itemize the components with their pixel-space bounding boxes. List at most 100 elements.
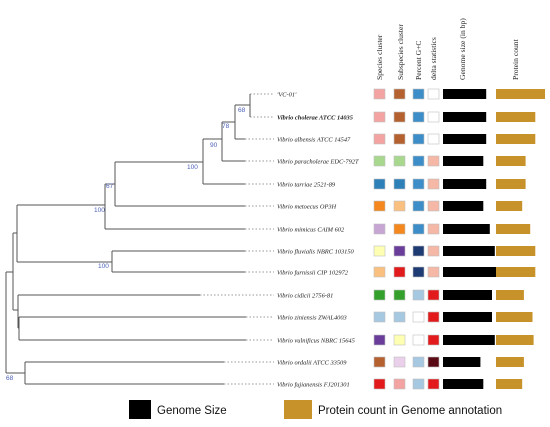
genome-size-bar [443,112,487,122]
subspecies-cell [393,378,406,390]
gc-cell [412,266,425,278]
protein-count-bar [496,267,536,277]
gc-cell [412,289,425,301]
gc-cell [412,223,425,235]
protein-count-bar [496,179,526,189]
gc-cell [412,111,425,123]
bootstrap-values: 68 78 90 100 67 100 100 68 [6,107,246,382]
tree-branches [5,93,274,385]
protein-count-bar [496,156,526,166]
taxa-labels: 'VC-01' Vibrio cholerae ATCC 14035 Vibrio … [277,91,359,388]
species-cell [373,200,386,212]
species-cell [373,356,386,368]
subspecies-cell [393,88,406,100]
delta-cell [427,133,440,145]
species-cell [373,223,386,235]
delta-cell [427,266,440,278]
protein-count-bar [496,224,531,234]
protein-count-bar [496,312,533,322]
subspecies-cell [393,178,406,190]
header-genome-size: Genome size (in bp) [458,18,467,80]
delta-cell [427,200,440,212]
taxon-label: Vibrio tarriae 2521-89 [277,181,336,188]
species-cell [373,334,386,346]
gc-cell [412,155,425,167]
taxon-label: Vibrio fluvialis NBRC 103150 [277,248,355,255]
header-percent-gc: Percent G+C [414,40,423,80]
legend-genome-label: Genome Size [157,405,227,417]
genome-size-bar [443,246,495,256]
subspecies-cell [393,245,406,257]
bootstrap-n5: 67 [106,183,114,190]
delta-cell [427,356,440,368]
species-cell [373,289,386,301]
subspecies-cell [393,334,406,346]
legend-protein-swatch [284,400,312,419]
taxon-label: Vibrio metoecus OP3H [277,203,337,210]
species-cell [373,266,386,278]
species-cell [373,311,386,323]
taxon-label: Vibrio albensis ATCC 14547 [277,136,351,143]
delta-cell [427,311,440,323]
bootstrap-n4: 100 [187,164,198,171]
genome-size-bar [443,156,484,166]
header-species-cluster: Species cluster [375,34,384,80]
taxon-label: Vibrio mimicus CAIM 602 [277,226,345,233]
species-cell [373,133,386,145]
delta-cell [427,111,440,123]
protein-count-bar [496,290,524,300]
taxon-label: Vibrio vulnificus NBRC 15645 [277,337,355,344]
bootstrap-n7: 100 [94,207,105,214]
gc-cell [412,311,425,323]
delta-cell [427,88,440,100]
subspecies-cell [393,133,406,145]
genome-size-bar [443,134,487,144]
bootstrap-n1: 68 [238,107,246,114]
subspecies-cell [393,311,406,323]
header-subspecies-cluster: Subspecies cluster [396,24,405,80]
gc-cell [412,378,425,390]
taxon-label: Vibrio furnissii CIP 102972 [277,269,349,276]
legend-genome-swatch [129,400,151,419]
taxon-label: Vibrio cholerae ATCC 14035 [277,114,354,121]
genome-size-bar [443,179,487,189]
species-cell [373,245,386,257]
delta-cell [427,334,440,346]
delta-cell [427,245,440,257]
delta-cell [427,178,440,190]
genome-size-bar [443,357,481,367]
subspecies-cell [393,155,406,167]
bootstrap-n2: 78 [222,123,230,130]
protein-count-bar [496,201,523,211]
bootstrap-n3: 90 [210,142,218,149]
subspecies-cell [393,266,406,278]
protein-count-bar [496,246,536,256]
taxon-label: Vibrio paracholerae EDC-792T [277,158,359,165]
species-cell [373,178,386,190]
species-cell [373,88,386,100]
species-cell [373,111,386,123]
genome-size-bar [443,312,492,322]
gc-cell [412,334,425,346]
taxon-label: Vibrio cidicii 2756-81 [277,292,333,299]
taxon-label: Vibrio fujianensis FJ201301 [277,381,350,388]
header-delta-statistics: delta statistics [429,37,438,80]
subspecies-cell [393,289,406,301]
column-headers: Species cluster Subspecies cluster Perce… [375,18,520,80]
delta-cell [427,223,440,235]
bootstrap-root: 68 [6,375,14,382]
genome-size-bar [443,379,484,389]
bootstrap-n6: 100 [98,263,109,270]
protein-count-bar [496,379,523,389]
protein-count-bar [496,89,545,99]
delta-cell [427,289,440,301]
legend-protein-label: Protein count in Genome annotation [318,405,502,417]
gc-cell [412,133,425,145]
protein-count-bar [496,112,536,122]
subspecies-cell [393,200,406,212]
subspecies-cell [393,356,406,368]
data-cells [373,88,545,390]
genome-size-bar [443,89,487,99]
gc-cell [412,88,425,100]
